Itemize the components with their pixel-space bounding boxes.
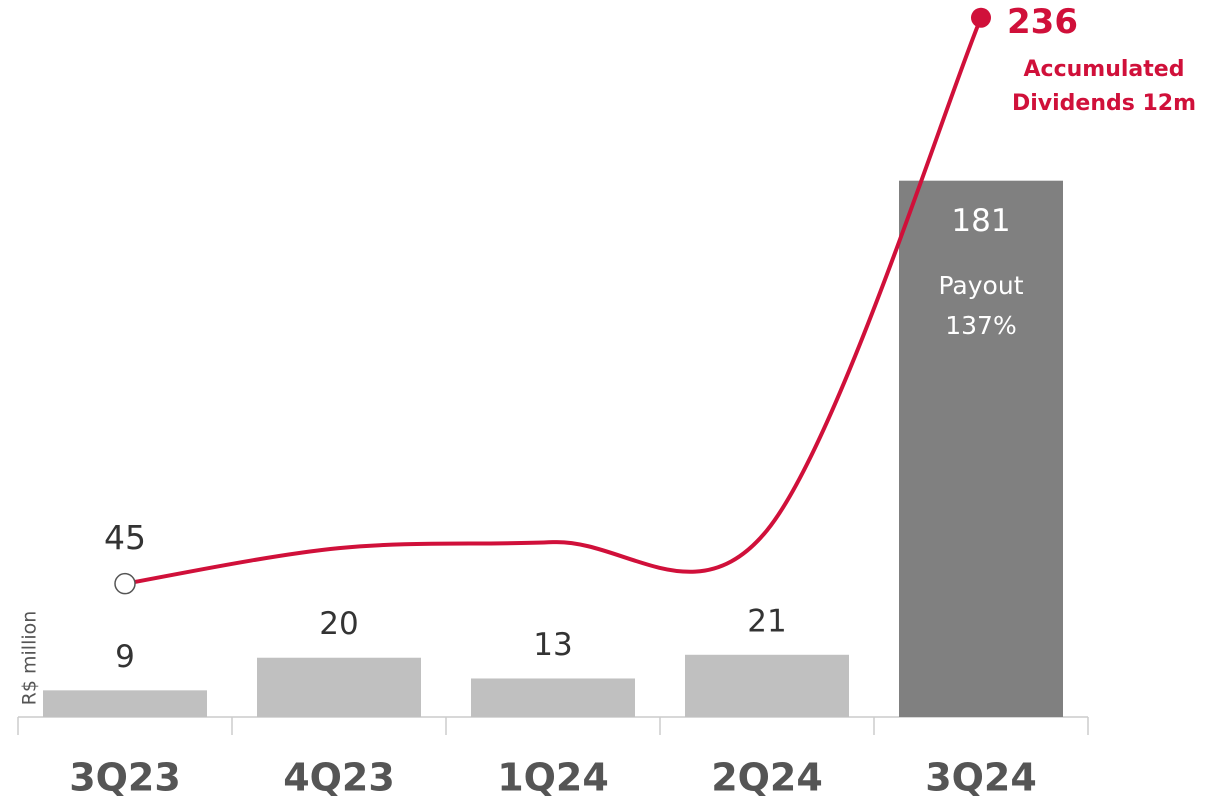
bar-value-label: 9: [115, 639, 135, 675]
bar-value-label: 21: [747, 603, 786, 639]
bar-value-label: 13: [533, 627, 572, 663]
payout-label: 137%: [945, 311, 1016, 340]
line-value-label: 236: [1007, 2, 1078, 42]
line: [124, 16, 983, 586]
line-marker: [971, 7, 991, 28]
bar-value-label: 20: [319, 606, 358, 642]
x-tick-label: 3Q24: [925, 756, 1037, 800]
bar-value-label: 181: [951, 203, 1010, 239]
bar: [257, 657, 421, 717]
x-tick-label: 1Q24: [497, 756, 609, 800]
x-tick-label: 4Q23: [283, 756, 395, 800]
line-marker: [114, 572, 136, 595]
y-axis-label: R$ million: [19, 611, 41, 706]
bar: [685, 654, 849, 717]
x-tick-label: 2Q24: [711, 756, 823, 800]
line-annotation: Accumulated: [1024, 57, 1185, 82]
bar: [471, 678, 635, 717]
line-annotation: Dividends 12m: [1012, 91, 1196, 116]
payout-label: Payout: [938, 271, 1023, 300]
bar: [43, 690, 207, 717]
x-tick-label: 3Q23: [69, 756, 181, 800]
bar: [899, 180, 1063, 717]
line-value-label: 45: [104, 518, 146, 557]
